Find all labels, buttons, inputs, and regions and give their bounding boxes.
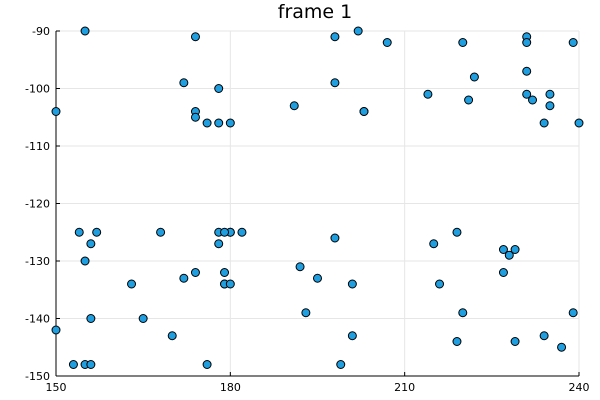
data-point [504,250,514,260]
data-point [225,279,235,289]
y-tick-label: -120 [25,198,50,211]
data-point [51,107,61,116]
data-point [138,314,148,323]
data-point [359,107,369,116]
data-point [127,279,137,289]
data-point [510,245,520,254]
data-point [464,95,474,105]
y-tick-label: -130 [25,255,50,268]
data-point [522,66,532,76]
y-tick-label: -90 [32,25,50,38]
data-point [557,342,567,352]
data-point [452,227,462,237]
data-point [190,268,200,277]
axes [55,30,580,377]
data-point [528,95,538,105]
data-point [214,118,224,128]
data-point [539,331,549,341]
data-points [51,26,584,369]
data-point [202,118,212,128]
data-point [86,239,96,249]
data-point [336,360,346,369]
data-point [469,72,479,82]
data-point [423,89,433,99]
data-point [289,101,299,111]
data-point [458,38,468,47]
data-point [382,38,392,47]
x-tick-label: 150 [46,381,67,394]
y-tick-label: -110 [25,140,50,153]
data-point [92,227,102,237]
data-point [435,279,445,289]
data-point [522,89,532,99]
data-point [80,26,90,36]
tick-labels: 150 180 210 240 -150 -140 -130 -120 -110 -100 -90 [25,25,589,394]
data-point [220,227,230,237]
data-point [74,227,84,237]
data-point [295,262,305,272]
data-point [458,308,468,318]
data-point [347,279,357,289]
chart-title: frame 1 [278,1,352,23]
data-point [429,239,439,249]
data-point [330,78,340,88]
data-point [313,273,322,283]
x-tick-label: 240 [569,381,590,394]
data-point [80,256,90,266]
data-point [353,26,363,36]
data-point [51,325,61,335]
data-point [220,268,230,277]
x-tick-label: 210 [394,381,415,394]
data-point [301,308,311,318]
data-point [179,273,189,283]
data-point [190,112,200,122]
data-point [574,118,584,128]
data-point [214,84,224,93]
data-point [179,78,189,88]
data-point [68,360,78,369]
data-point [330,233,340,243]
data-point [510,337,520,346]
data-point [539,118,549,128]
data-point [156,227,166,237]
data-point [498,268,508,277]
data-point [330,32,340,42]
data-point [522,38,532,47]
data-point [347,331,357,341]
data-point [202,360,212,369]
data-point [167,331,177,341]
y-tick-label: -150 [25,370,50,383]
data-point [237,227,247,237]
y-tick-label: -100 [25,83,50,96]
y-tick-label: -140 [25,313,50,326]
data-point [545,101,555,111]
x-tick-label: 180 [220,381,241,394]
grid [55,30,580,377]
data-point [452,337,462,346]
data-point [545,89,555,99]
data-point [568,38,578,47]
data-point [498,245,508,254]
data-point [190,32,200,42]
data-point [86,360,96,369]
data-point [568,308,578,318]
data-point [225,118,235,128]
data-point [214,239,224,249]
data-point [86,314,96,323]
